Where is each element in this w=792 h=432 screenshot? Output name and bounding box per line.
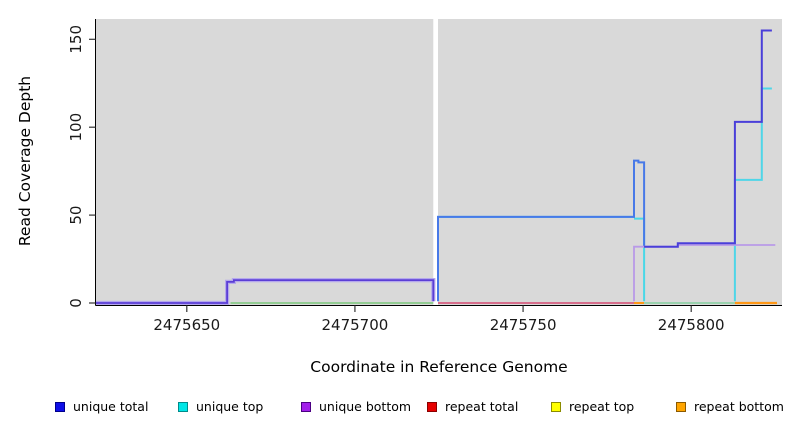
x-tick-label: 2475750 bbox=[490, 316, 557, 334]
legend-item-repeat-top: repeat top bbox=[551, 399, 634, 415]
x-axis-title: Coordinate in Reference Genome bbox=[310, 358, 567, 376]
legend-label: unique bottom bbox=[319, 399, 412, 414]
legend-swatch-icon bbox=[55, 402, 65, 412]
legend-item-unique-top: unique top bbox=[178, 399, 263, 415]
y-tick-label: 0 bbox=[67, 298, 85, 308]
x-tick-label: 2475700 bbox=[321, 316, 388, 334]
legend-item-unique-total: unique total bbox=[55, 399, 148, 415]
y-axis-title: Read Coverage Depth bbox=[16, 76, 34, 246]
legend-swatch-icon bbox=[551, 402, 561, 412]
legend-item-unique-bottom: unique bottom bbox=[301, 399, 411, 415]
y-tick-label: 100 bbox=[67, 113, 85, 142]
axes: 0 50 100 150 2475650 2475700 2475750 2475800 bbox=[67, 19, 782, 334]
legend-label: unique top bbox=[196, 399, 264, 414]
legend-label: unique total bbox=[73, 399, 149, 414]
x-tick-label: 2475650 bbox=[153, 316, 220, 334]
unique-total-left bbox=[96, 279, 435, 304]
coverage-series-lines bbox=[96, 29, 777, 306]
legend-swatch-icon bbox=[178, 402, 188, 412]
legend-label: repeat top bbox=[569, 399, 635, 414]
legend-label: repeat total bbox=[445, 399, 519, 414]
y-tick-label: 50 bbox=[67, 206, 85, 225]
legend-swatch-icon bbox=[676, 402, 686, 412]
legend-label: repeat bottom bbox=[694, 399, 784, 414]
no-data-gap bbox=[433, 19, 438, 305]
legend-swatch-icon bbox=[301, 402, 311, 412]
legend-item-repeat-total: repeat total bbox=[427, 399, 518, 415]
x-tick-label: 2475800 bbox=[658, 316, 725, 334]
legend-item-repeat-bottom: repeat bottom bbox=[676, 399, 784, 415]
unique-total-mid bbox=[437, 159, 646, 302]
y-tick-label: 150 bbox=[67, 25, 85, 54]
unique-total-right bbox=[644, 29, 772, 248]
legend-swatch-icon bbox=[427, 402, 437, 412]
